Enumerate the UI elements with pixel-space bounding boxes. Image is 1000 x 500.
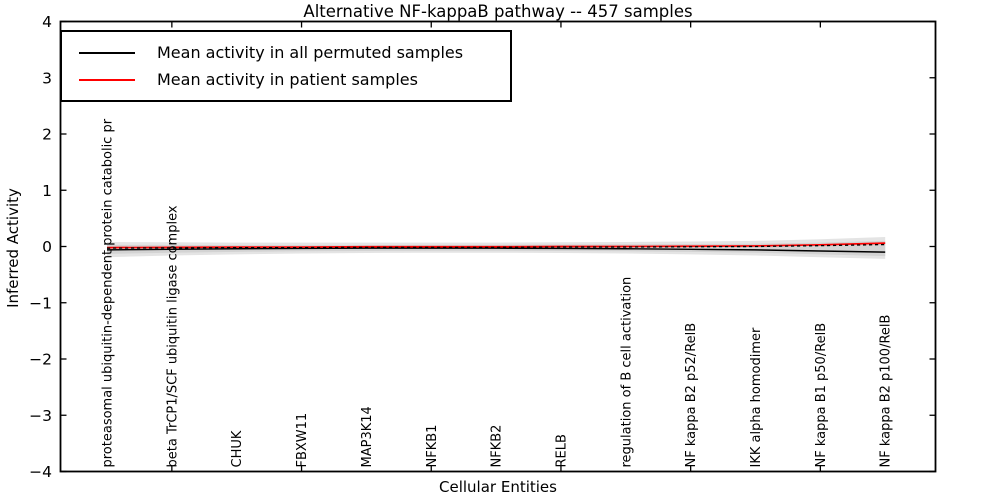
permuted-line-sample (79, 51, 135, 54)
legend-item-permuted: Mean activity in all permuted samples (62, 39, 500, 66)
x-category-label: RELB (554, 434, 569, 467)
x-category-label: NFKB1 (425, 425, 440, 468)
patient-line-sample (79, 78, 135, 81)
y-tick-label: −3 (29, 407, 52, 425)
y-tick-label: −1 (29, 294, 52, 312)
y-tick-label: 0 (42, 238, 52, 256)
x-category-label: regulation of B cell activation (619, 277, 634, 468)
legend-item-patient: Mean activity in patient samples (62, 66, 500, 93)
x-category-label: FBXW11 (295, 413, 310, 468)
legend: Mean activity in all permuted samples Me… (60, 30, 512, 102)
y-tick-labels: −4 −3 −2 −1 0 1 2 3 4 (29, 13, 52, 481)
y-tick-label: −2 (29, 351, 52, 369)
series-lines (106, 242, 886, 253)
axis-ticks (60, 20, 936, 473)
chart-title: Alternative NF-kappaB pathway -- 457 sam… (303, 2, 693, 21)
legend-item-label: Mean activity in all permuted samples (157, 43, 464, 62)
y-tick-label: 2 (42, 126, 52, 144)
y-tick-label: −4 (29, 463, 52, 481)
x-category-label: NFKB2 (490, 425, 505, 468)
y-tick-label: 4 (42, 13, 52, 31)
x-category-label: NF kappa B2 p100/RelB (879, 315, 894, 468)
x-category-labels: proteasomal ubiquitin-dependent protein … (101, 118, 894, 467)
x-category-label: NF kappa B2 p52/RelB (684, 323, 699, 468)
series-line (106, 247, 886, 253)
series-line (106, 243, 886, 249)
x-category-label: beta TrCP1/SCF ubiquitin ligase complex (165, 205, 180, 467)
y-tick-label: 3 (42, 69, 52, 87)
y-axis-label: Inferred Activity (4, 188, 22, 308)
x-category-label: MAP3K14 (360, 406, 375, 467)
x-category-label: proteasomal ubiquitin-dependent protein … (101, 118, 116, 467)
x-axis-label: Cellular Entities (439, 478, 557, 496)
y-tick-label: 1 (42, 182, 52, 200)
x-category-label: CHUK (230, 430, 245, 467)
legend-item-label: Mean activity in patient samples (157, 70, 418, 89)
x-category-label: NF kappa B1 p50/RelB (814, 323, 829, 468)
x-category-label: IKK alpha homodimer (749, 327, 764, 468)
